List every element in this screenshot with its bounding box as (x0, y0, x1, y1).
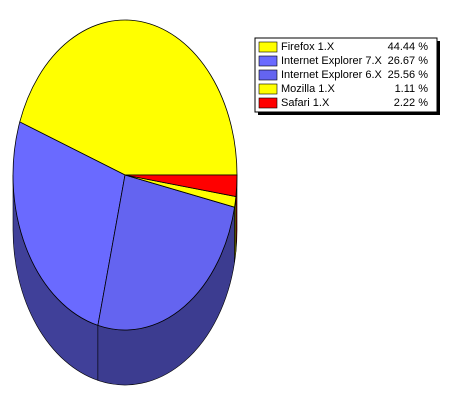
legend-value: 2.22 % (394, 97, 428, 109)
legend-value: 26.67 % (388, 55, 429, 67)
legend-value: 44.44 % (388, 41, 429, 53)
slice (124, 174, 238, 198)
legend-swatch (258, 55, 278, 67)
legend-label: Safari 1.X (281, 97, 330, 109)
legend-swatch (258, 41, 278, 53)
slice (19, 19, 238, 176)
legend-label: Mozilla 1.X (281, 83, 335, 95)
legend-label: Internet Explorer 6.X (281, 69, 383, 81)
legend-swatch (258, 83, 278, 95)
slice (97, 174, 236, 331)
legend-box (254, 37, 438, 113)
legend-value: 25.56 % (388, 69, 429, 81)
pie (12, 19, 238, 386)
legend: Firefox 1.X 44.44 % Internet Explorer 7.X 2… (254, 37, 440, 115)
legend-swatch (258, 69, 278, 81)
legend-swatch (258, 97, 278, 109)
legend-label: Internet Explorer 7.X (281, 55, 383, 67)
legend-value: 1.11 % (395, 83, 429, 95)
legend-label: Firefox 1.X (281, 41, 335, 53)
slice (12, 121, 126, 326)
